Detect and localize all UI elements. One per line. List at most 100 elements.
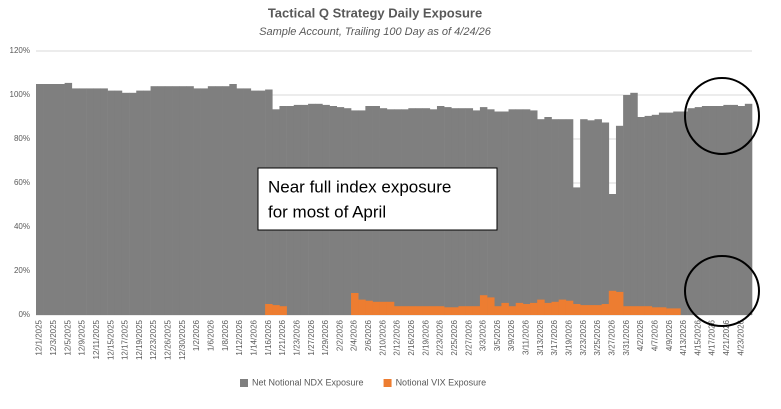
- bar: [365, 300, 373, 315]
- bar: [673, 308, 681, 315]
- bar: [107, 90, 116, 315]
- legend-swatch: [240, 379, 248, 387]
- bar: [121, 92, 130, 315]
- bar: [573, 304, 581, 315]
- bar: [615, 125, 624, 315]
- x-tick-label: 12/15/2025: [106, 319, 115, 360]
- x-tick-label: 4/9/2026: [665, 319, 674, 351]
- bar: [243, 88, 252, 316]
- x-tick-label: 2/19/2026: [421, 319, 430, 355]
- bar: [709, 106, 717, 315]
- bar: [551, 119, 559, 315]
- x-tick-label: 3/17/2026: [550, 319, 559, 355]
- x-tick-label: 12/17/2025: [121, 319, 130, 360]
- x-tick-label: 2/12/2026: [393, 319, 402, 355]
- bar: [594, 305, 602, 315]
- bar: [157, 86, 166, 315]
- bar: [222, 86, 230, 315]
- bar: [415, 306, 423, 315]
- bar: [508, 109, 517, 315]
- bar: [36, 84, 44, 315]
- bar: [716, 106, 724, 315]
- bar: [479, 295, 488, 315]
- y-tick-label: 40%: [14, 222, 30, 231]
- bar: [737, 106, 746, 315]
- bar: [587, 305, 595, 315]
- x-tick-label: 1/16/2026: [264, 319, 273, 355]
- chart-title: Tactical Q Strategy Daily Exposure: [268, 5, 482, 20]
- bar: [658, 307, 667, 315]
- bar: [537, 299, 545, 315]
- bar: [558, 299, 567, 315]
- x-tick-label: 12/5/2025: [63, 319, 72, 355]
- bar: [701, 106, 710, 315]
- bar: [601, 122, 610, 315]
- x-tick-label: 4/17/2026: [708, 319, 717, 355]
- x-tick-label: 1/29/2026: [321, 319, 330, 355]
- bar: [179, 86, 187, 315]
- bar: [386, 301, 395, 315]
- bar: [623, 306, 631, 315]
- x-tick-label: 2/23/2026: [436, 319, 445, 355]
- x-tick-label: 12/9/2025: [78, 319, 87, 355]
- x-tick-label: 3/23/2026: [579, 319, 588, 355]
- x-tick-label: 4/23/2026: [736, 319, 745, 355]
- bar: [573, 187, 581, 315]
- bar: [730, 104, 738, 316]
- bar: [644, 115, 653, 316]
- bar: [608, 290, 617, 315]
- bar: [57, 84, 65, 315]
- bar: [666, 308, 674, 315]
- bar: [71, 88, 80, 316]
- bar: [229, 84, 237, 315]
- bar: [250, 90, 259, 315]
- bar: [615, 291, 624, 315]
- bar: [537, 119, 545, 315]
- x-tick-label: 2/10/2026: [378, 319, 387, 355]
- highlight-circle: [684, 255, 760, 327]
- x-tick-label: 2/4/2026: [350, 319, 359, 351]
- x-tick-label: 3/25/2026: [593, 319, 602, 355]
- x-tick-label: 2/25/2026: [450, 319, 459, 355]
- bar: [630, 92, 638, 315]
- bar: [272, 305, 280, 315]
- bar: [164, 86, 173, 315]
- bar: [594, 119, 602, 315]
- legend-label: Notional VIX Exposure: [396, 377, 487, 387]
- x-tick-label: 2/6/2026: [364, 319, 373, 351]
- bar: [351, 293, 359, 315]
- bar: [644, 306, 653, 315]
- bar: [394, 306, 402, 315]
- annotation-text: Near full index exposure: [268, 177, 451, 196]
- bar: [608, 194, 617, 315]
- y-tick-label: 120%: [10, 46, 30, 55]
- bar: [558, 119, 567, 315]
- x-tick-label: 3/3/2026: [479, 319, 488, 351]
- x-tick-label: 2/27/2026: [464, 319, 473, 355]
- bar: [408, 306, 416, 315]
- bar: [86, 88, 94, 316]
- bar: [215, 86, 223, 315]
- x-tick-label: 4/21/2026: [722, 319, 731, 355]
- bar: [465, 306, 474, 315]
- x-tick-label: 3/9/2026: [507, 319, 516, 351]
- bar: [666, 112, 674, 315]
- bar: [451, 307, 459, 315]
- x-tick-label: 3/13/2026: [536, 319, 545, 355]
- bar: [379, 301, 388, 315]
- legend-label: Net Notional NDX Exposure: [252, 377, 364, 387]
- bar: [515, 302, 524, 315]
- bar: [530, 110, 538, 316]
- bar: [658, 112, 667, 315]
- x-tick-label: 1/21/2026: [278, 319, 287, 355]
- x-tick-label: 1/14/2026: [249, 319, 258, 355]
- x-tick-label: 2/16/2026: [407, 319, 416, 355]
- bar: [129, 92, 137, 315]
- bar: [580, 119, 588, 315]
- bar: [651, 307, 660, 315]
- x-tick-label: 4/15/2026: [693, 319, 702, 355]
- bar: [637, 306, 645, 315]
- legend-swatch: [383, 379, 392, 387]
- bar: [694, 107, 703, 315]
- bar: [114, 90, 123, 315]
